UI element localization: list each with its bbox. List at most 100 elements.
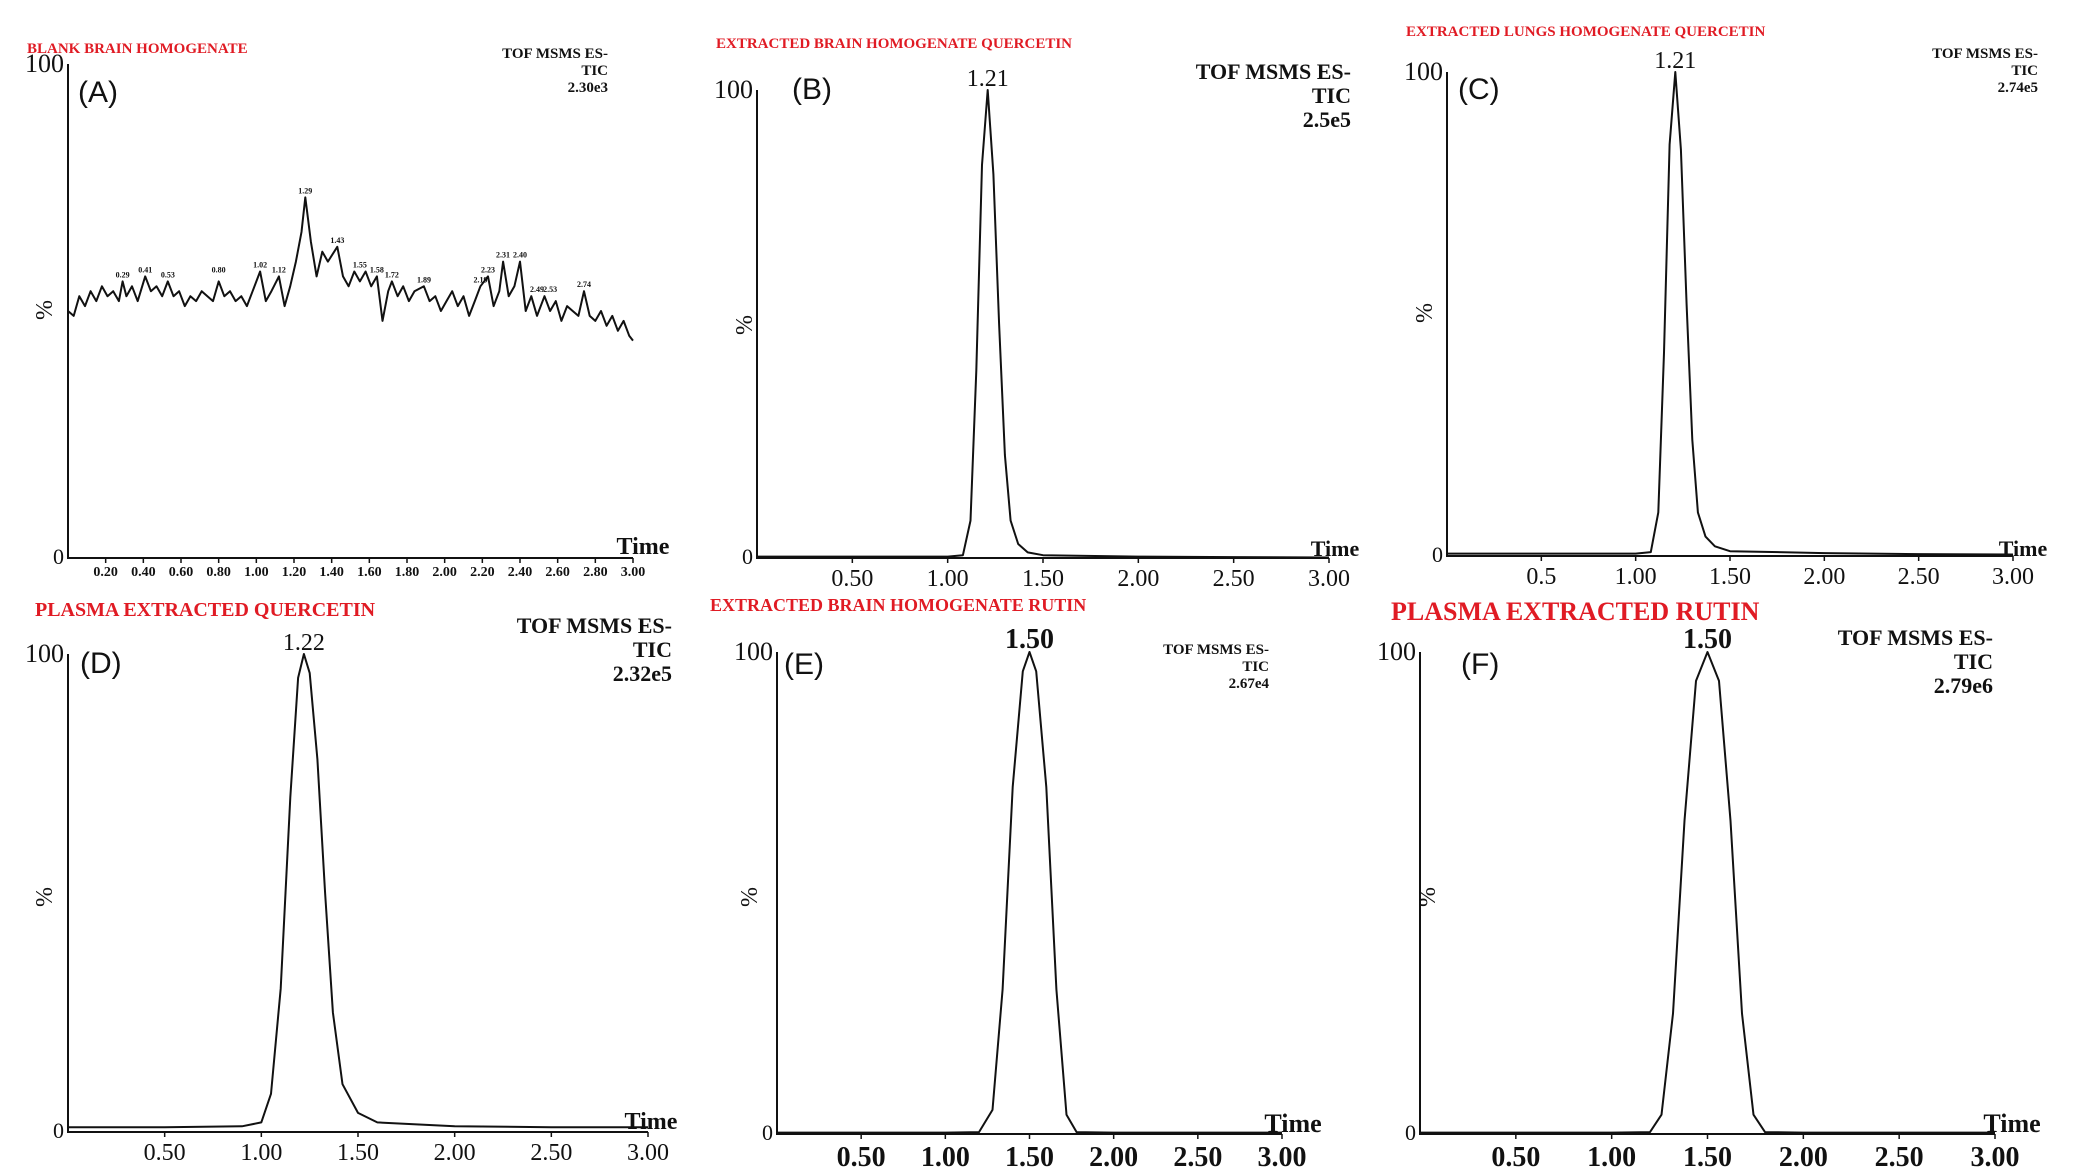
acquisition-info-line: TOF MSMS ES- [1932, 46, 2038, 62]
acquisition-info-line: TIC [2011, 63, 2038, 79]
y-max-label: 100 [1377, 637, 1416, 666]
peak-label: 1.89 [417, 275, 431, 284]
peak-label: 0.80 [212, 265, 226, 274]
panel-label: (C) [1458, 73, 1500, 106]
panel-title: PLASMA EXTRACTED RUTIN [1391, 597, 1760, 626]
panel-label: (B) [792, 73, 832, 106]
x-axis-label: Time [625, 1109, 678, 1135]
x-tick-label: 2.50 [1875, 1142, 1924, 1171]
x-tick-label: 1.00 [1615, 564, 1657, 590]
x-tick-label: 0.50 [831, 566, 873, 592]
acquisition-info-line: TIC [1954, 649, 1993, 674]
acquisition-info-line: 2.79e6 [1934, 673, 1993, 698]
peak-label: 2.49 [530, 285, 544, 294]
y-max-label: 100 [714, 75, 753, 104]
peak-label: 1.22 [283, 630, 325, 656]
x-tick-label: 2.50 [530, 1140, 572, 1166]
x-tick-label: 1.00 [921, 1142, 970, 1171]
peak-label: 2.23 [481, 265, 495, 274]
acquisition-info-line: TOF MSMS ES- [1196, 59, 1351, 84]
chromatogram-panel-1: BLANK BRAIN HOMOGENATE (A) TOF MSMS ES-TIC… [25, 41, 670, 580]
x-axis-label: Time [1264, 1109, 1321, 1138]
x-tick-label: 1.50 [1709, 564, 1751, 590]
x-tick-label: 2.00 [1803, 564, 1845, 590]
y-zero-label: 0 [762, 1120, 773, 1145]
peak-label: 1.21 [967, 66, 1009, 92]
panel-title: PLASMA EXTRACTED QUERCETIN [35, 599, 376, 621]
y-axis-label: % [32, 887, 58, 907]
panel-label: (A) [78, 76, 118, 109]
x-tick-label: 1.00 [927, 566, 969, 592]
x-tick-label: 0.50 [837, 1142, 886, 1171]
x-tick-label: 2.50 [1898, 564, 1940, 590]
chromatogram-panel-5: EXTRACTED BRAIN HOMOGENATE RUTIN (E) TOF M… [710, 595, 1322, 1171]
y-max-label: 100 [1404, 57, 1443, 86]
y-max-label: 100 [734, 637, 773, 666]
acquisition-info-line: 2.67e4 [1229, 676, 1270, 692]
x-tick-label: 1.50 [1005, 1142, 1054, 1171]
chromatogram-trace [68, 653, 648, 1129]
axes [67, 64, 633, 559]
acquisition-info-line: 2.5e5 [1303, 107, 1351, 132]
x-axis-label: Time [617, 534, 670, 560]
x-tick-label: 1.50 [1022, 566, 1064, 592]
y-axis-label: % [1412, 303, 1438, 323]
peak-label: 1.21 [1654, 48, 1696, 74]
peak-label: 1.02 [253, 260, 267, 269]
x-tick-label: 0.60 [169, 565, 194, 580]
acquisition-info-line: TIC [633, 637, 672, 662]
chromatogram-trace [67, 196, 634, 342]
peak-label: 0.53 [161, 270, 175, 279]
peak-label: 2.31 [496, 251, 510, 260]
x-tick-label: 2.60 [545, 565, 570, 580]
chromatogram-panel-3: EXTRACTED LUNGS HOMOGENATE QUERCETIN (C) T… [1404, 24, 2047, 590]
y-zero-label: 0 [1405, 1120, 1416, 1145]
peak-label: 2.74 [577, 280, 591, 289]
peak-label: 0.29 [116, 270, 130, 279]
peak-label: 0.41 [138, 265, 152, 274]
axes [1419, 652, 1995, 1135]
acquisition-info-line: 2.32e5 [613, 661, 672, 686]
acquisition-info-line: 2.74e5 [1998, 80, 2038, 96]
x-tick-label: 0.80 [206, 565, 231, 580]
panel-title: EXTRACTED BRAIN HOMOGENATE RUTIN [710, 595, 1086, 615]
panel-label: (D) [80, 647, 122, 680]
x-tick-label: 0.50 [1491, 1142, 1540, 1171]
x-tick-label: 2.00 [1089, 1142, 1138, 1171]
x-tick-label: 2.00 [434, 1140, 476, 1166]
x-tick-label: 1.60 [357, 565, 382, 580]
peak-label: 1.12 [272, 265, 286, 274]
x-tick-label: 1.00 [240, 1140, 282, 1166]
y-zero-label: 0 [1432, 542, 1443, 567]
x-tick-label: 3.00 [627, 1140, 669, 1166]
acquisition-info-line: 2.30e3 [568, 80, 608, 96]
y-axis-label: % [732, 315, 758, 335]
panel-title: EXTRACTED BRAIN HOMOGENATE QUERCETIN [716, 36, 1072, 52]
panel-title: BLANK BRAIN HOMOGENATE [27, 41, 248, 57]
peak-label: 1.29 [298, 186, 312, 195]
peak-label: 1.50 [1005, 624, 1054, 655]
peak-label: 1.58 [370, 265, 384, 274]
y-zero-label: 0 [53, 1118, 64, 1143]
y-axis-label: % [1415, 887, 1441, 907]
acquisition-info-line: TOF MSMS ES- [502, 46, 608, 62]
x-tick-label: 2.20 [470, 565, 495, 580]
axes [67, 654, 648, 1133]
x-tick-label: 0.20 [93, 565, 118, 580]
axes [776, 652, 1282, 1135]
x-tick-label: 2.50 [1213, 566, 1255, 592]
x-tick-label: 2.00 [432, 565, 457, 580]
x-tick-label: 1.50 [337, 1140, 379, 1166]
peak-label: 1.43 [330, 236, 344, 245]
chromatogram-panel-4: PLASMA EXTRACTED QUERCETIN (D) TOF MSMS ES… [25, 599, 678, 1166]
acquisition-info-line: TIC [581, 63, 608, 79]
x-tick-label: 1.00 [1587, 1142, 1636, 1171]
peak-label: 2.19 [473, 275, 487, 284]
chromatogram-trace [777, 651, 1282, 1134]
acquisition-info-line: TIC [1242, 659, 1269, 675]
peak-label: 2.40 [513, 251, 527, 260]
x-tick-label: 3.00 [1258, 1142, 1307, 1171]
chromatogram-panel-2: EXTRACTED BRAIN HOMOGENATE QUERCETIN (B) T… [714, 36, 1359, 592]
peak-label: 1.50 [1683, 624, 1732, 655]
